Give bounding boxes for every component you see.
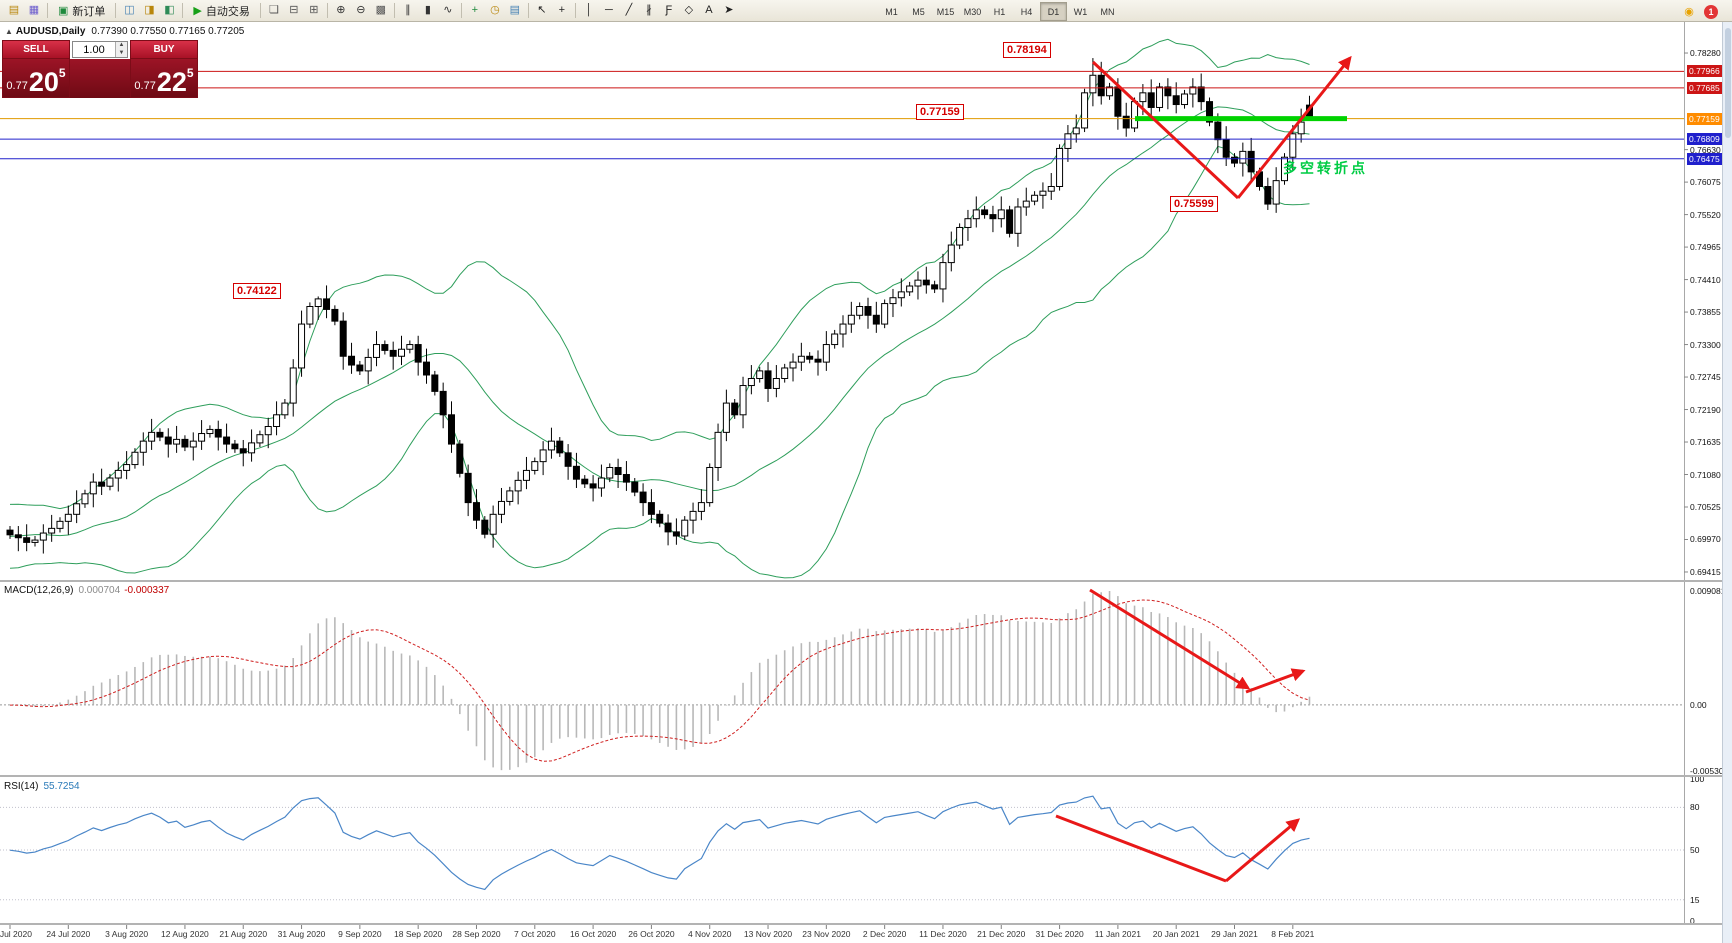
- trendline-icon[interactable]: ╱: [625, 4, 633, 16]
- timeframe-w1[interactable]: W1: [1073, 6, 1088, 17]
- buy-price[interactable]: 0.77 22 5: [130, 59, 198, 98]
- notifications-badge[interactable]: 1: [1704, 5, 1718, 19]
- timeframe-m5[interactable]: M5: [912, 6, 925, 17]
- timeframe-group: M1 M5 M15 M30 H1 H4 D1 W1 MN: [878, 2, 1121, 21]
- channel-icon[interactable]: ∦: [646, 4, 652, 16]
- volume-control: ▲▼: [72, 41, 128, 58]
- vertical-line-icon[interactable]: │: [585, 4, 593, 16]
- sell-button[interactable]: SELL: [2, 40, 70, 59]
- fibonacci-icon[interactable]: Ƒ: [665, 4, 673, 16]
- tile-horizontally-icon[interactable]: ⊟: [289, 4, 299, 16]
- zoom-out-icon[interactable]: ⊖: [356, 4, 366, 16]
- chart-symbol-header: ▲ AUDUSD,Daily 0.77390 0.77550 0.77165 0.7…: [5, 26, 244, 37]
- timeframe-d1[interactable]: D1: [1040, 2, 1067, 21]
- trend-arrow-object[interactable]: [1089, 588, 1251, 690]
- toolbar-separator: [47, 3, 48, 18]
- trade-panel-spacer: [70, 59, 130, 98]
- toolbar-separator: [115, 3, 117, 18]
- volume-input[interactable]: [73, 42, 115, 57]
- trend-arrow-object[interactable]: [1225, 818, 1301, 883]
- panel-divider[interactable]: [0, 580, 1732, 582]
- chart-note[interactable]: 多空转折点: [1283, 160, 1368, 176]
- toolbar-separator: [393, 3, 395, 18]
- toolbar: ▤ ▦ ▣ 新订单 ◫ ◨ ◧ ▶ 自动交易 ❏ ⊟ ⊞ ⊕ ⊖ ▩ ∥ ▮ ∿ + ◷ ▤ ↖ + │ ─ ╱ ∦ Ƒ ◇ A ➤: [0, 0, 1732, 22]
- macd-signal-line: [9, 599, 1310, 762]
- market-watch-icon[interactable]: ◫: [124, 4, 135, 16]
- trend-arrow-object[interactable]: [1091, 60, 1240, 200]
- toolbar-separator: [259, 3, 261, 18]
- toolbar-separator: [326, 3, 328, 18]
- rsi-line: [9, 795, 1310, 891]
- shapes-icon[interactable]: ◇: [684, 4, 694, 16]
- zoom-in-icon[interactable]: ⊕: [336, 4, 346, 16]
- community-icon[interactable]: ◉: [1684, 5, 1694, 18]
- trend-arrow-object[interactable]: [1236, 55, 1352, 199]
- arrange-windows-icon[interactable]: ▩: [375, 4, 387, 16]
- arrows-icon[interactable]: ➤: [724, 4, 734, 16]
- toolbar-separator: [182, 3, 184, 18]
- horizontal-line-icon[interactable]: ─: [604, 4, 613, 16]
- toolbar-right-group: ◉ 1: [1679, 3, 1718, 21]
- scrollbar-thumb[interactable]: [1725, 28, 1731, 138]
- bollinger-bands: [9, 38, 1310, 579]
- symbol-name: AUDUSD,Daily: [15, 26, 86, 37]
- volume-spinner[interactable]: ▲ ▼: [115, 42, 127, 57]
- line-chart-icon[interactable]: ∿: [443, 4, 453, 16]
- autotrading-button-label: 自动交易: [205, 5, 250, 18]
- bar-chart-icon[interactable]: ∥: [405, 4, 411, 16]
- timeframe-h4[interactable]: H4: [1020, 6, 1033, 17]
- new-chart-icon[interactable]: ▤: [8, 4, 20, 16]
- toolbar-separator: [460, 3, 462, 18]
- price-callout[interactable]: 0.78194: [1003, 42, 1051, 58]
- macd-histogram: [9, 591, 1311, 771]
- tile-vertically-icon[interactable]: ⊞: [309, 4, 319, 16]
- panel-divider: [0, 923, 1732, 925]
- autotrading-button[interactable]: ▶ 自动交易: [186, 1, 256, 21]
- timeframe-h1[interactable]: H1: [993, 6, 1006, 17]
- navigator-icon[interactable]: ◧: [164, 4, 175, 16]
- new-order-button-label: 新订单: [72, 5, 106, 18]
- trend-arrow-object[interactable]: [1245, 668, 1306, 694]
- profiles-icon[interactable]: ▦: [28, 4, 40, 16]
- new-order-button[interactable]: ▣ 新订单: [51, 1, 112, 21]
- periods-icon[interactable]: ◷: [490, 4, 500, 16]
- panel-divider[interactable]: [0, 775, 1732, 777]
- data-window-icon[interactable]: ◨: [144, 4, 155, 16]
- text-icon[interactable]: A: [705, 4, 713, 16]
- timeframe-m1[interactable]: M1: [885, 6, 898, 17]
- toolbar-separator: [574, 3, 576, 18]
- cascade-windows-icon[interactable]: ❏: [268, 4, 279, 16]
- price-callout[interactable]: 0.77159: [916, 104, 964, 120]
- trend-arrow-object[interactable]: [1055, 814, 1227, 883]
- macd-label: MACD(12,26,9) 0.000704 -0.000337: [4, 585, 170, 596]
- indicators-icon[interactable]: +: [471, 4, 479, 16]
- timeframe-m30[interactable]: M30: [963, 6, 982, 17]
- toolbar-separator: [527, 3, 529, 18]
- one-click-toggle-icon[interactable]: ▲: [5, 27, 13, 36]
- candles: [6, 58, 1313, 554]
- candlestick-chart-icon[interactable]: ▮: [424, 4, 431, 16]
- vertical-scrollbar[interactable]: [1722, 22, 1732, 943]
- volume-down-icon[interactable]: ▼: [116, 49, 127, 57]
- templates-icon[interactable]: ▤: [509, 4, 521, 16]
- price-callout[interactable]: 0.75599: [1170, 196, 1218, 212]
- autotrading-icon: ▶: [193, 5, 202, 17]
- rsi-label: RSI(14) 55.7254: [4, 781, 80, 792]
- volume-up-icon[interactable]: ▲: [116, 42, 127, 50]
- sell-price[interactable]: 0.77 20 5: [2, 59, 70, 98]
- ohlc-readout: 0.77390 0.77550 0.77165 0.77205: [91, 26, 245, 37]
- buy-button[interactable]: BUY: [130, 40, 198, 59]
- crosshair-icon[interactable]: +: [558, 4, 566, 16]
- price-callout[interactable]: 0.74122: [233, 283, 281, 299]
- cursor-icon[interactable]: ↖: [537, 4, 547, 16]
- timeframe-mn[interactable]: MN: [1100, 6, 1115, 17]
- timeframe-m15[interactable]: M15: [936, 6, 955, 17]
- new-order-icon: ▣: [58, 5, 69, 17]
